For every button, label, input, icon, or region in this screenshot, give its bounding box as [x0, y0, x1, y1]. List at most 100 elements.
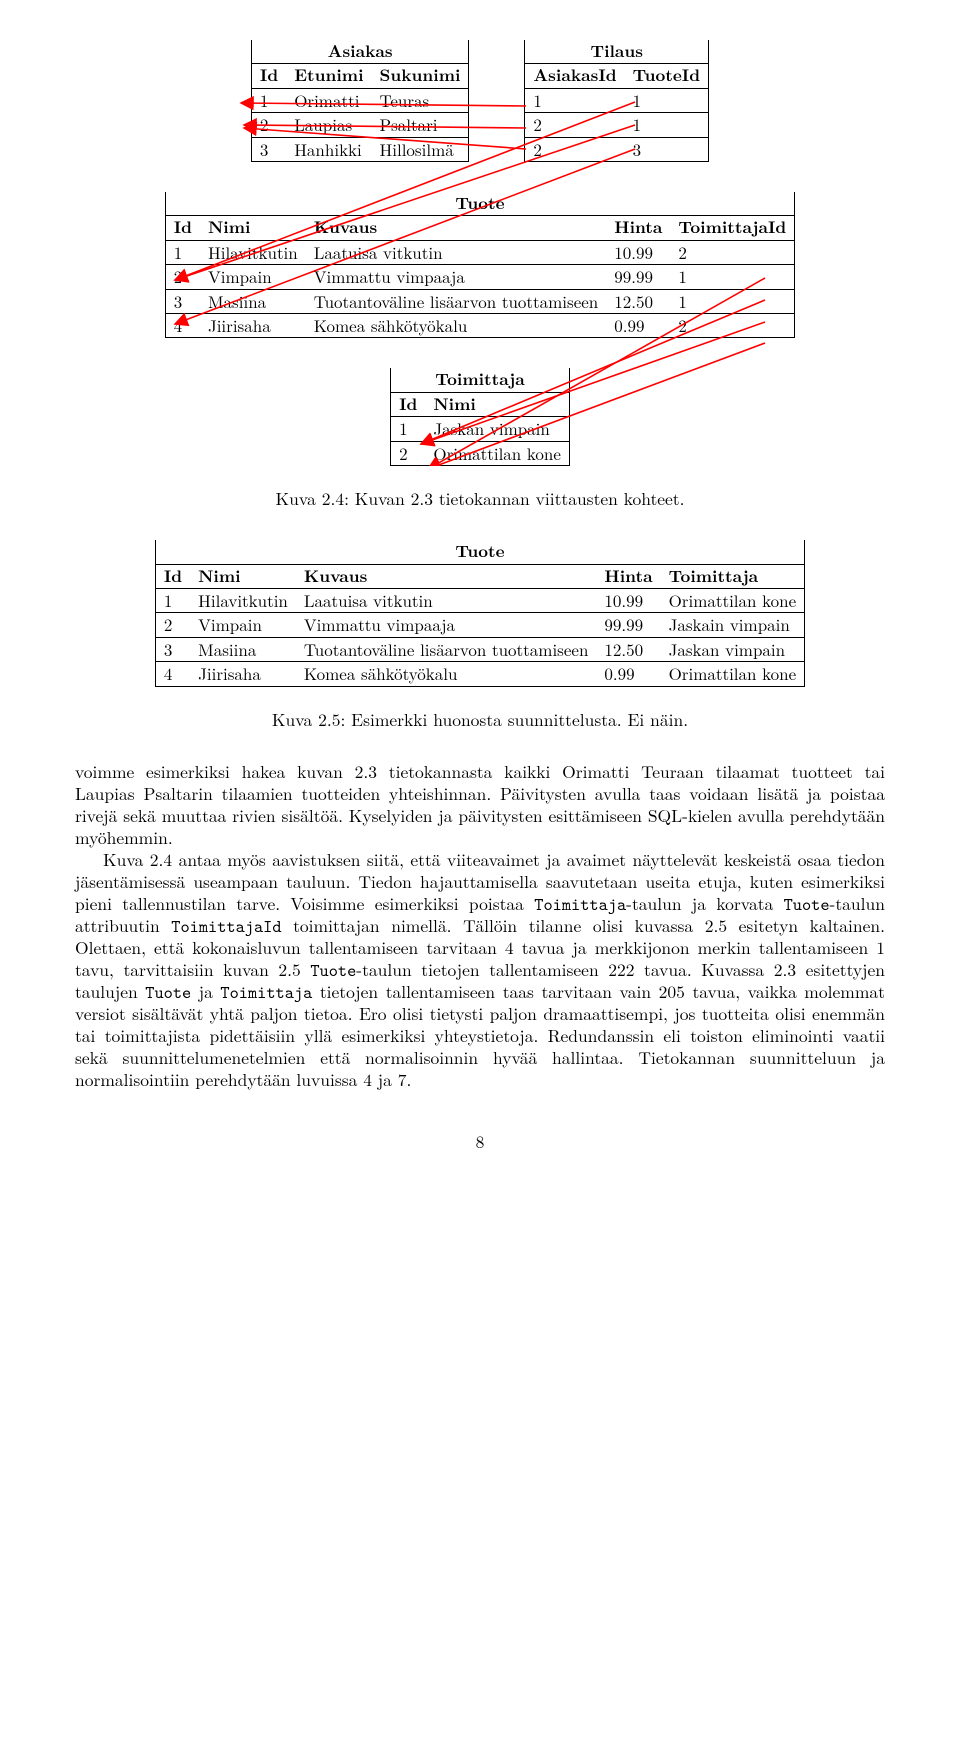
- cell: Jaskan vimpain: [425, 417, 569, 441]
- table-title: Toimittaja: [391, 368, 570, 392]
- table-row: 3HanhikkiHillosilmä: [251, 137, 469, 161]
- cell: 1: [391, 417, 426, 441]
- table-title: Tilaus: [525, 40, 709, 64]
- table-row: 2Orimattilan kone: [391, 441, 570, 465]
- cell: 12.50: [596, 637, 660, 661]
- cell: 1: [155, 588, 190, 612]
- cell: Hilavitkutin: [190, 588, 296, 612]
- cell: 99.99: [596, 613, 660, 637]
- asiakas-body: 1OrimattiTeuras2LaupiasPsaltari3Hanhikki…: [251, 88, 469, 161]
- cell: 10.99: [596, 588, 660, 612]
- table-asiakas: Asiakas Id Etunimi Sukunimi 1OrimattiTeu…: [251, 40, 470, 162]
- cell: 1: [165, 240, 200, 264]
- page-number: 8: [75, 1131, 885, 1153]
- cell: 2: [670, 240, 794, 264]
- cell: 3: [155, 637, 190, 661]
- cell: Hanhikki: [286, 137, 371, 161]
- table-row: 4JiirisahaKomea sähkötyökalu0.992: [165, 314, 795, 338]
- cell: Laupias: [286, 113, 371, 137]
- toimittaja-body: 1Jaskan vimpain2Orimattilan kone: [391, 417, 570, 466]
- cell: Psaltari: [372, 113, 469, 137]
- table-title: Asiakas: [251, 40, 469, 64]
- cell: 2: [251, 113, 286, 137]
- cell: 0.99: [606, 314, 670, 338]
- tuote-body: 1HilavitkutinLaatuisa vitkutin10.9922Vim…: [165, 240, 795, 338]
- cell: 1: [670, 289, 794, 313]
- table-tuote-flat: Tuote Id Nimi Kuvaus Hinta Toimittaja 1H…: [155, 540, 805, 686]
- col-hinta: Hinta: [596, 564, 660, 588]
- cell: 3: [625, 137, 709, 161]
- col-asiakasid: AsiakasId: [525, 64, 625, 88]
- col-id: Id: [391, 392, 426, 416]
- col-hinta: Hinta: [606, 216, 670, 240]
- table-row: 11: [525, 88, 709, 112]
- cell: 1: [525, 88, 625, 112]
- table-row: 1Jaskan vimpain: [391, 417, 570, 441]
- table-title: Tuote: [155, 540, 804, 564]
- col-etunimi: Etunimi: [286, 64, 371, 88]
- cell: 4: [155, 662, 190, 686]
- cell: Komea sähkötyökalu: [296, 662, 597, 686]
- caption-2-5: Kuva 2.5: Esimerkki huonosta suunnittelu…: [75, 709, 885, 731]
- table-row: 3MasiinaTuotantoväline lisäarvon tuottam…: [155, 637, 804, 661]
- cell: 1: [251, 88, 286, 112]
- cell: Vimmattu vimpaaja: [306, 265, 607, 289]
- figure-2-4: Asiakas Id Etunimi Sukunimi 1OrimattiTeu…: [75, 40, 885, 466]
- cell: Hillosilmä: [372, 137, 469, 161]
- cell: Orimattilan kone: [661, 662, 805, 686]
- cell: Vimmattu vimpaaja: [296, 613, 597, 637]
- caption-2-4: Kuva 2.4: Kuvan 2.3 tietokannan viittaus…: [75, 488, 885, 510]
- table-row: 4JiirisahaKomea sähkötyökalu0.99Orimatti…: [155, 662, 804, 686]
- tilaus-body: 112123: [525, 88, 709, 161]
- table-title: Tuote: [165, 192, 795, 216]
- cell: 1: [625, 113, 709, 137]
- col-sukunimi: Sukunimi: [372, 64, 469, 88]
- table-row: 21: [525, 113, 709, 137]
- cell: 2: [670, 314, 794, 338]
- cell: 1: [670, 265, 794, 289]
- cell: Laatuisa vitkutin: [306, 240, 607, 264]
- tuote2-body: 1HilavitkutinLaatuisa vitkutin10.99Orima…: [155, 588, 804, 686]
- col-kuvaus: Kuvaus: [306, 216, 607, 240]
- table-toimittaja: Toimittaja Id Nimi 1Jaskan vimpain2Orima…: [390, 368, 570, 466]
- table-row: 23: [525, 137, 709, 161]
- cell: 3: [165, 289, 200, 313]
- table-tilaus: Tilaus AsiakasId TuoteId 112123: [524, 40, 709, 162]
- col-id: Id: [155, 564, 190, 588]
- col-toimid: ToimittajaId: [670, 216, 794, 240]
- paragraph-2: Kuva 2.4 antaa myös aavistuksen siitä, e…: [75, 849, 885, 1092]
- col-id: Id: [165, 216, 200, 240]
- cell: 2: [391, 441, 426, 465]
- table-row: 1HilavitkutinLaatuisa vitkutin10.992: [165, 240, 795, 264]
- cell: 10.99: [606, 240, 670, 264]
- table-row: 2LaupiasPsaltari: [251, 113, 469, 137]
- cell: Orimatti: [286, 88, 371, 112]
- paragraph-1: voimme esimerkiksi hakea kuvan 2.3 tieto…: [75, 761, 885, 849]
- col-nimi: Nimi: [190, 564, 296, 588]
- cell: 2: [155, 613, 190, 637]
- cell: 0.99: [596, 662, 660, 686]
- col-nimi: Nimi: [200, 216, 306, 240]
- cell: 2: [165, 265, 200, 289]
- table-tuote: Tuote Id Nimi Kuvaus Hinta ToimittajaId …: [165, 192, 796, 338]
- cell: Tuotantoväline lisäarvon tuottamiseen: [296, 637, 597, 661]
- cell: Tuotantoväline lisäarvon tuottamiseen: [306, 289, 607, 313]
- cell: Komea sähkötyökalu: [306, 314, 607, 338]
- cell: 3: [251, 137, 286, 161]
- cell: 12.50: [606, 289, 670, 313]
- cell: Laatuisa vitkutin: [296, 588, 597, 612]
- cell: Jiirisaha: [190, 662, 296, 686]
- cell: Orimattilan kone: [425, 441, 569, 465]
- cell: Jiirisaha: [200, 314, 306, 338]
- table-row: 1HilavitkutinLaatuisa vitkutin10.99Orima…: [155, 588, 804, 612]
- cell: Jaskain vimpain: [661, 613, 805, 637]
- cell: Masiina: [200, 289, 306, 313]
- table-row: 2VimpainVimmattu vimpaaja99.991: [165, 265, 795, 289]
- cell: Orimattilan kone: [661, 588, 805, 612]
- col-tuoteid: TuoteId: [625, 64, 709, 88]
- table-row: 3MasiinaTuotantoväline lisäarvon tuottam…: [165, 289, 795, 313]
- table-row: 1OrimattiTeuras: [251, 88, 469, 112]
- col-toim: Toimittaja: [661, 564, 805, 588]
- cell: 1: [625, 88, 709, 112]
- cell: 99.99: [606, 265, 670, 289]
